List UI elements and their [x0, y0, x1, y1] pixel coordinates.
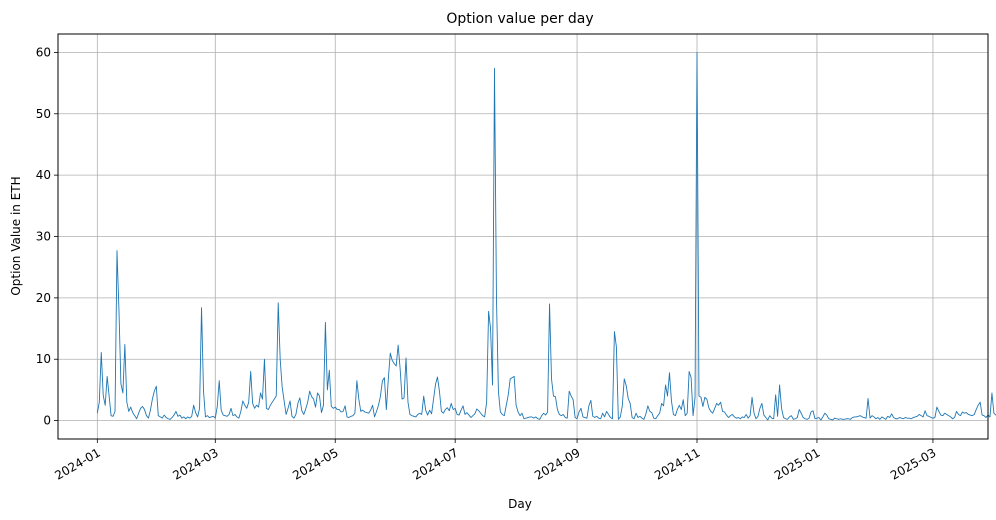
- chart-title: Option value per day: [446, 11, 593, 27]
- y-tick-label: 30: [36, 230, 51, 244]
- y-axis-title: Option Value in ETH: [9, 176, 23, 295]
- gridlines: [58, 34, 988, 439]
- x-axis-title: Day: [508, 497, 532, 511]
- y-tick-label: 50: [36, 107, 51, 121]
- y-tick-label: 40: [36, 168, 51, 182]
- y-tick-label: 10: [36, 352, 51, 366]
- y-tick-label: 60: [36, 45, 51, 59]
- y-axis-ticks: 0 10 20 30 40 50 60: [36, 45, 58, 428]
- y-tick-label: 20: [36, 291, 51, 305]
- series-line-group: [96, 51, 996, 421]
- y-tick-label: 0: [43, 414, 51, 428]
- series-line: [96, 51, 996, 421]
